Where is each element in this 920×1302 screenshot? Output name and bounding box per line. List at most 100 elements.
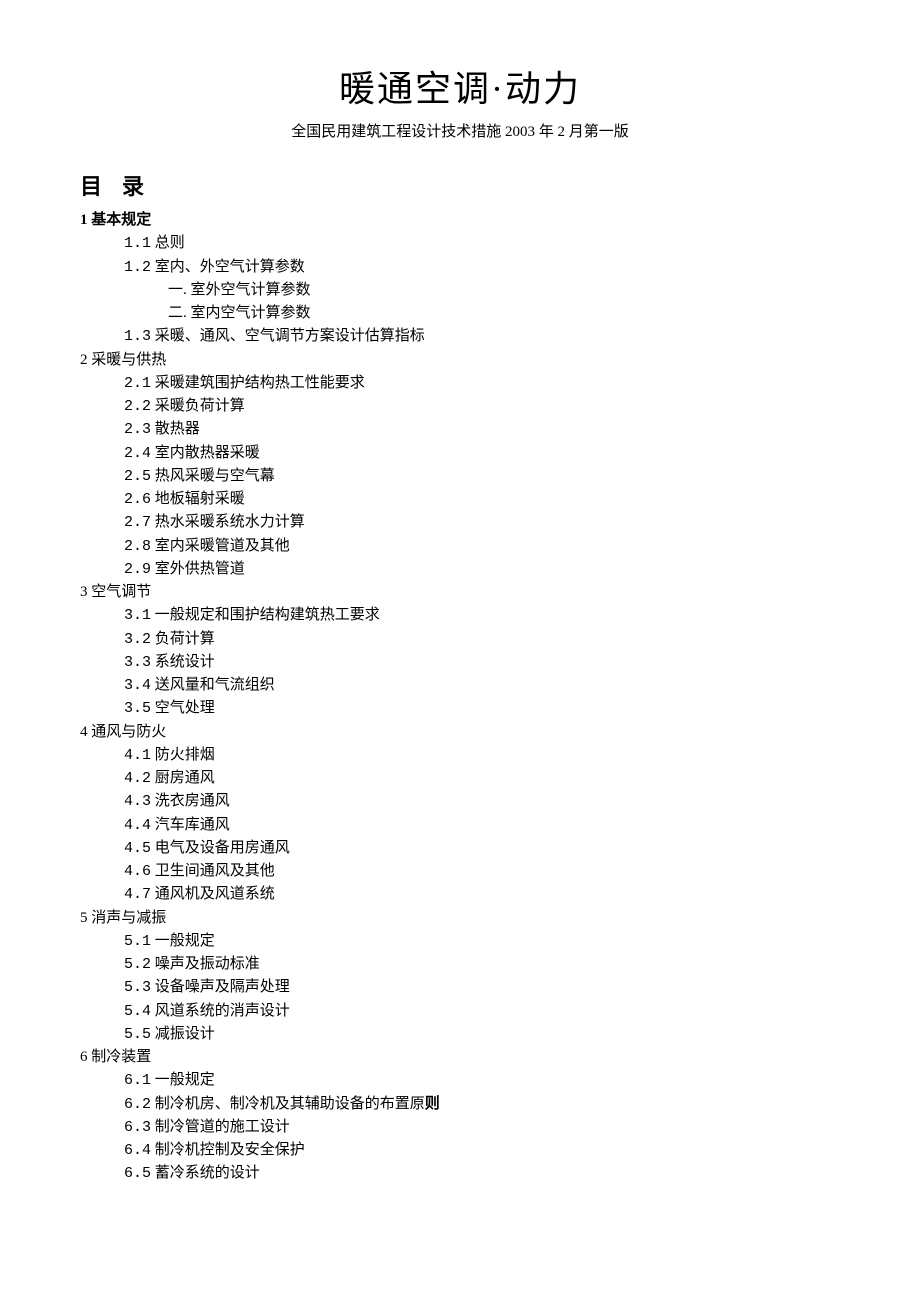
section-number: 2.6 bbox=[124, 491, 151, 508]
section-number: 6.4 bbox=[124, 1142, 151, 1159]
section-row: 6.3 制冷管道的施工设计 bbox=[124, 1116, 840, 1139]
section-row: 6.2 制冷机房、制冷机及其辅助设备的布置原则 bbox=[124, 1093, 840, 1116]
section-number: 4.5 bbox=[124, 840, 151, 857]
chapter-title: 通风与防火 bbox=[91, 724, 166, 740]
section-number: 1.2 bbox=[124, 259, 151, 276]
section-number: 1.3 bbox=[124, 328, 151, 345]
section-title: 送风量和气流组织 bbox=[155, 677, 275, 693]
section-title: 空气处理 bbox=[155, 700, 215, 716]
section-number: 5.2 bbox=[124, 956, 151, 973]
section-title: 室内散热器采暖 bbox=[155, 445, 260, 461]
section-row: 2.3 散热器 bbox=[124, 418, 840, 441]
section-row: 3.4 送风量和气流组织 bbox=[124, 674, 840, 697]
section-number: 2.5 bbox=[124, 468, 151, 485]
section-title: 噪声及振动标准 bbox=[155, 956, 260, 972]
section-number: 2.7 bbox=[124, 514, 151, 531]
section-row: 2.1 采暖建筑围护结构热工性能要求 bbox=[124, 372, 840, 395]
section-row: 3.2 负荷计算 bbox=[124, 628, 840, 651]
section-row: 1.3 采暖、通风、空气调节方案设计估算指标 bbox=[124, 325, 840, 348]
section-number: 3.5 bbox=[124, 700, 151, 717]
chapter-row: 5 消声与减振 bbox=[80, 907, 840, 930]
document-title: 暖通空调·动力 bbox=[80, 60, 840, 112]
section-title: 蓄冷系统的设计 bbox=[155, 1165, 260, 1181]
section-row: 6.1 一般规定 bbox=[124, 1069, 840, 1092]
section-row: 1.1 总则 bbox=[124, 232, 840, 255]
section-row: 6.5 蓄冷系统的设计 bbox=[124, 1162, 840, 1185]
section-row: 4.7 通风机及风道系统 bbox=[124, 883, 840, 906]
subsection-title: 室外空气计算参数 bbox=[191, 282, 311, 298]
section-number: 4.1 bbox=[124, 747, 151, 764]
section-row: 2.2 采暖负荷计算 bbox=[124, 395, 840, 418]
section-row: 2.5 热风采暖与空气幕 bbox=[124, 465, 840, 488]
section-title: 制冷机控制及安全保护 bbox=[155, 1142, 305, 1158]
section-number: 4.2 bbox=[124, 770, 151, 787]
section-number: 5.3 bbox=[124, 979, 151, 996]
document-subtitle: 全国民用建筑工程设计技术措施 2003 年 2 月第一版 bbox=[80, 120, 840, 141]
section-row: 4.1 防火排烟 bbox=[124, 744, 840, 767]
section-row: 3.5 空气处理 bbox=[124, 697, 840, 720]
section-row: 5.2 噪声及振动标准 bbox=[124, 953, 840, 976]
section-title: 室外供热管道 bbox=[155, 561, 245, 577]
section-number: 6.3 bbox=[124, 1119, 151, 1136]
section-row: 6.4 制冷机控制及安全保护 bbox=[124, 1139, 840, 1162]
section-number: 5.5 bbox=[124, 1026, 151, 1043]
section-row: 4.5 电气及设备用房通风 bbox=[124, 837, 840, 860]
section-number: 3.2 bbox=[124, 631, 151, 648]
section-title: 热水采暖系统水力计算 bbox=[155, 514, 305, 530]
section-number: 5.1 bbox=[124, 933, 151, 950]
section-title: 采暖负荷计算 bbox=[155, 398, 245, 414]
section-row: 4.6 卫生间通风及其他 bbox=[124, 860, 840, 883]
chapter-title: 基本规定 bbox=[91, 212, 151, 228]
section-row: 1.2 室内、外空气计算参数 bbox=[124, 256, 840, 279]
section-row: 4.3 洗衣房通风 bbox=[124, 790, 840, 813]
section-title: 采暖建筑围护结构热工性能要求 bbox=[155, 375, 365, 391]
section-number: 2.1 bbox=[124, 375, 151, 392]
chapter-number: 2 bbox=[80, 352, 88, 368]
section-row: 5.3 设备噪声及隔声处理 bbox=[124, 976, 840, 999]
chapter-number: 3 bbox=[80, 584, 88, 600]
section-row: 2.9 室外供热管道 bbox=[124, 558, 840, 581]
section-number: 3.3 bbox=[124, 654, 151, 671]
section-title: 一般规定和围护结构建筑热工要求 bbox=[155, 607, 380, 623]
section-title: 防火排烟 bbox=[155, 747, 215, 763]
section-number: 3.4 bbox=[124, 677, 151, 694]
section-number: 2.4 bbox=[124, 445, 151, 462]
toc-body: 1 基本规定1.1 总则1.2 室内、外空气计算参数一. 室外空气计算参数二. … bbox=[80, 209, 840, 1186]
section-title: 负荷计算 bbox=[155, 631, 215, 647]
section-title: 电气及设备用房通风 bbox=[155, 840, 290, 856]
section-title: 设备噪声及隔声处理 bbox=[155, 979, 290, 995]
subsection-row: 一. 室外空气计算参数 bbox=[168, 279, 840, 302]
section-row: 5.5 减振设计 bbox=[124, 1023, 840, 1046]
chapter-title: 消声与减振 bbox=[91, 910, 166, 926]
section-title: 制冷管道的施工设计 bbox=[155, 1119, 290, 1135]
section-number: 2.9 bbox=[124, 561, 151, 578]
section-title: 减振设计 bbox=[155, 1026, 215, 1042]
section-number: 6.2 bbox=[124, 1096, 151, 1113]
chapter-number: 5 bbox=[80, 910, 88, 926]
section-number: 3.1 bbox=[124, 607, 151, 624]
section-number: 2.2 bbox=[124, 398, 151, 415]
chapter-row: 3 空气调节 bbox=[80, 581, 840, 604]
subsection-number: 一. bbox=[168, 282, 187, 298]
section-row: 2.7 热水采暖系统水力计算 bbox=[124, 511, 840, 534]
section-title: 厨房通风 bbox=[155, 770, 215, 786]
section-number: 6.5 bbox=[124, 1165, 151, 1182]
chapter-row: 6 制冷装置 bbox=[80, 1046, 840, 1069]
section-title: 汽车库通风 bbox=[155, 817, 230, 833]
section-number: 4.6 bbox=[124, 863, 151, 880]
chapter-number: 4 bbox=[80, 724, 88, 740]
subsection-row: 二. 室内空气计算参数 bbox=[168, 302, 840, 325]
chapter-title: 空气调节 bbox=[91, 584, 151, 600]
section-number: 4.4 bbox=[124, 817, 151, 834]
section-number: 4.7 bbox=[124, 886, 151, 903]
chapter-row: 2 采暖与供热 bbox=[80, 349, 840, 372]
section-title: 通风机及风道系统 bbox=[155, 886, 275, 902]
section-title: 总则 bbox=[155, 235, 185, 251]
chapter-row: 1 基本规定 bbox=[80, 209, 840, 232]
section-title: 一般规定 bbox=[155, 933, 215, 949]
section-row: 4.2 厨房通风 bbox=[124, 767, 840, 790]
chapter-row: 4 通风与防火 bbox=[80, 721, 840, 744]
chapter-number: 1 bbox=[80, 212, 88, 228]
section-number: 6.1 bbox=[124, 1072, 151, 1089]
section-row: 3.1 一般规定和围护结构建筑热工要求 bbox=[124, 604, 840, 627]
